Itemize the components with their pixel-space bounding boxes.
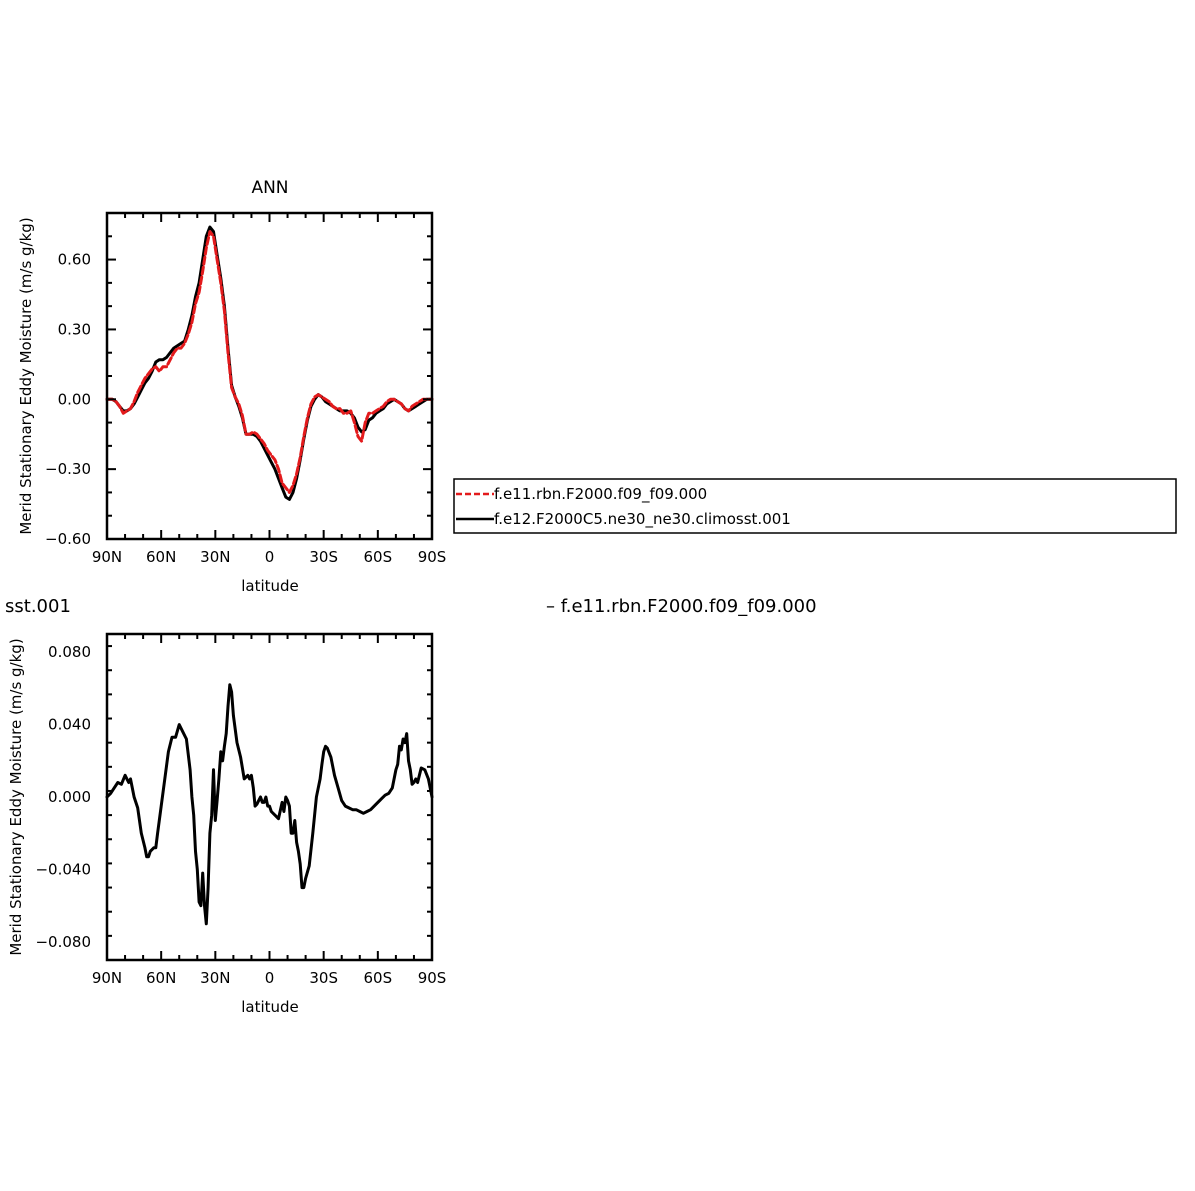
caption-right: – f.e11.rbn.F2000.f09_f09.000 [546,596,817,617]
x-tick-label: 60N [146,548,176,566]
bottom-line-chart: 90N 60N 30N 0 30S 60S 90S −0.080 −0.040 0.000 0.04… [7,632,446,1016]
x-tick-label: 90S [418,548,447,566]
x-tick-label: 30S [309,969,338,987]
y-tick-label: −0.60 [45,530,91,548]
y-tick-label: 0.30 [58,320,91,338]
series-line-solid [105,683,434,926]
bottom-ticks-group: 90N 60N 30N 0 30S 60S 90S −0.080 −0.040 0.000 0.04… [35,634,446,987]
y-tick-label: 0.60 [58,251,91,269]
x-tick-label: 60N [146,969,176,987]
bottom-y-axis-label: Merid Stationary Eddy Moisture (m/s g/kg… [7,638,25,955]
top-x-axis-label: latitude [241,577,299,595]
x-tick-label: 90N [92,548,122,566]
top-ticks-group: 90N 60N 30N 0 30S 60S 90S −0.60 −0.30 0.00 0.30 0.6… [45,212,447,566]
y-tick-label: 0.080 [48,643,91,661]
series-line-solid [105,225,434,501]
y-tick-label: 0.040 [48,716,91,734]
x-tick-label: 0 [265,969,275,987]
caption-left: sst.001 [5,596,71,617]
legend-entry-2: f.e12.F2000C5.ne30_ne30.climosst.001 [494,510,791,529]
y-tick-label: 0.00 [58,390,91,408]
legend-entry-1: f.e11.rbn.F2000.f09_f09.000 [494,485,707,504]
series-line-dashed [105,230,434,494]
x-tick-label: 60S [364,969,393,987]
x-tick-label: 30N [200,548,230,566]
y-tick-label: −0.080 [35,933,91,951]
top-chart-title: ANN [251,178,288,198]
x-tick-label: 30N [200,969,230,987]
top-series-group [105,225,434,501]
y-tick-label: 0.000 [48,788,91,806]
legend: f.e11.rbn.F2000.f09_f09.000 f.e12.F2000C… [453,478,1177,534]
y-tick-label: −0.30 [45,460,91,478]
x-tick-label: 0 [265,548,275,566]
x-tick-label: 30S [309,548,338,566]
top-plot-frame [105,211,434,541]
x-tick-label: 90N [92,969,122,987]
x-tick-label: 60S [364,548,393,566]
legend-frame [453,478,1177,534]
x-tick-label: 90S [418,969,447,987]
top-line-chart: ANN 90N 60N 30N 0 30S 60S 90S −0.60 −0.30 0.00 0.3… [17,178,446,595]
top-y-axis-label: Merid Stationary Eddy Moisture (m/s g/kg… [17,217,35,534]
bottom-x-axis-label: latitude [241,998,299,1016]
bottom-series-group [105,683,434,926]
y-tick-label: −0.040 [35,860,91,878]
